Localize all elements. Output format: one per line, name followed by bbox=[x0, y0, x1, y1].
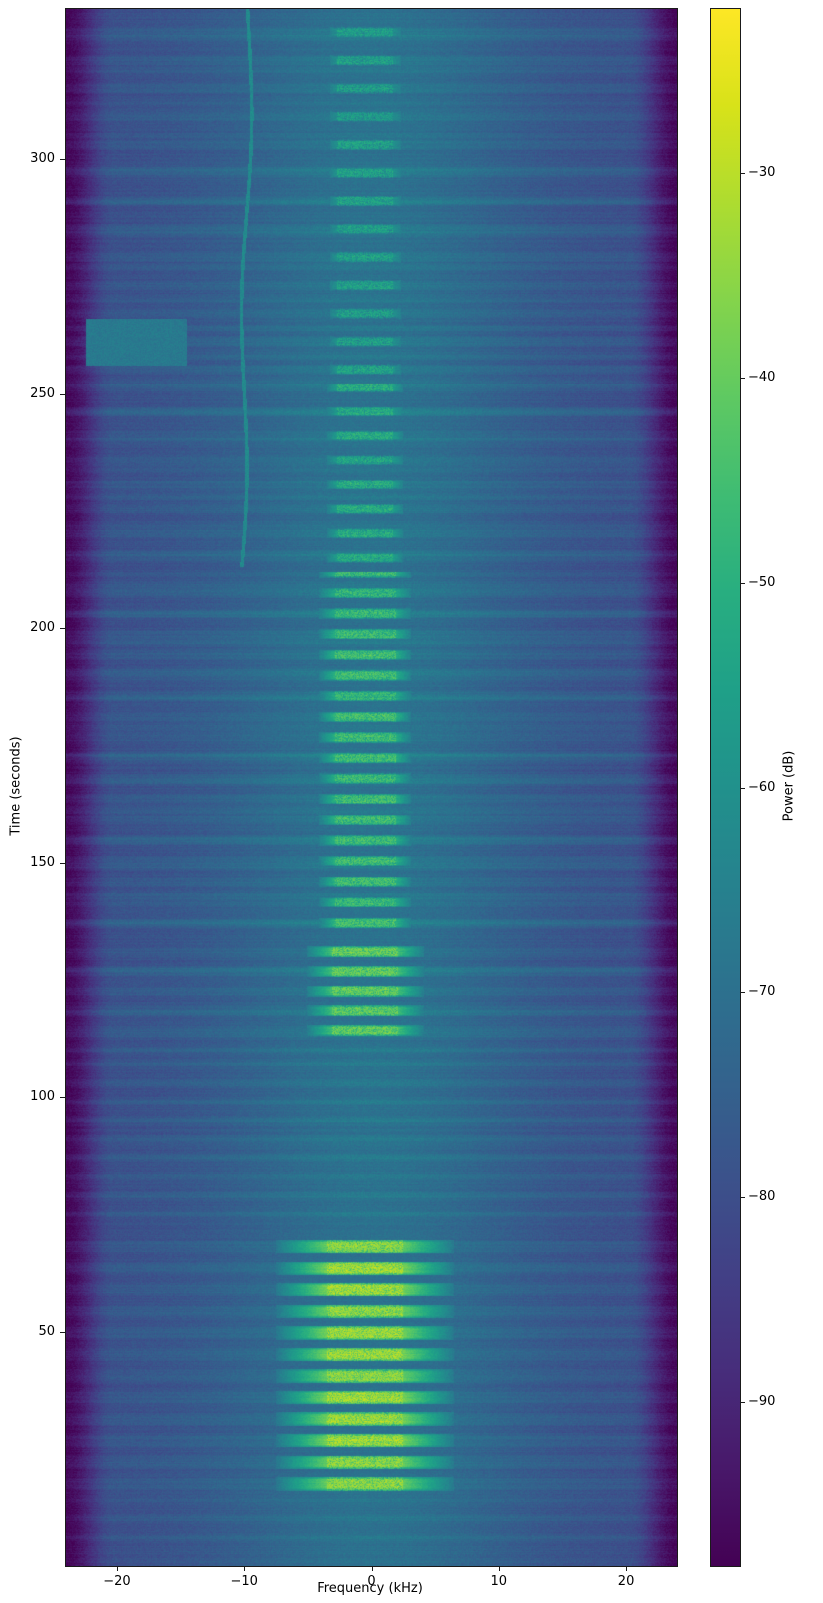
y-tick-mark bbox=[60, 1331, 65, 1333]
y-tick-mark bbox=[60, 393, 65, 395]
colorbar-tick-label: −50 bbox=[748, 574, 776, 590]
colorbar-label: Power (dB) bbox=[781, 750, 797, 822]
y-tick-label: 50 bbox=[38, 1323, 55, 1339]
spectrogram-image bbox=[66, 9, 677, 1566]
x-tick-label: 20 bbox=[617, 1574, 635, 1589]
x-tick-label: −20 bbox=[103, 1574, 131, 1589]
colorbar-gradient bbox=[711, 9, 740, 1566]
colorbar-tick-mark bbox=[741, 172, 745, 174]
x-tick-mark bbox=[244, 1567, 246, 1571]
colorbar bbox=[710, 8, 741, 1567]
colorbar-tick-mark bbox=[741, 992, 745, 994]
y-tick-mark bbox=[60, 159, 65, 161]
y-tick-mark bbox=[60, 1097, 65, 1099]
y-tick-label: 200 bbox=[30, 620, 55, 636]
colorbar-tick-mark bbox=[741, 787, 745, 789]
x-tick-mark bbox=[498, 1567, 500, 1571]
y-axis-label: Time (seconds) bbox=[8, 736, 24, 836]
y-tick-mark bbox=[60, 862, 65, 864]
colorbar-tick-label: −90 bbox=[748, 1394, 776, 1410]
colorbar-tick-label: −80 bbox=[748, 1189, 776, 1205]
y-tick-label: 150 bbox=[30, 854, 55, 870]
colorbar-tick-mark bbox=[741, 582, 745, 584]
x-tick-label: 0 bbox=[367, 1574, 376, 1589]
x-axis-label: Frequency (kHz) bbox=[317, 1581, 423, 1596]
colorbar-tick-label: −60 bbox=[748, 779, 776, 795]
x-tick-label: −10 bbox=[230, 1574, 258, 1589]
colorbar-tick-label: −40 bbox=[748, 369, 776, 385]
x-tick-label: 10 bbox=[490, 1574, 508, 1589]
x-tick-mark bbox=[626, 1567, 628, 1571]
colorbar-tick-mark bbox=[741, 377, 745, 379]
colorbar-tick-mark bbox=[741, 1402, 745, 1404]
y-tick-label: 100 bbox=[30, 1089, 55, 1105]
x-tick-mark bbox=[116, 1567, 118, 1571]
spectrogram-axes bbox=[65, 8, 678, 1567]
colorbar-tick-mark bbox=[741, 1197, 745, 1199]
colorbar-tick-label: −70 bbox=[748, 984, 776, 1000]
y-tick-mark bbox=[60, 628, 65, 630]
colorbar-tick-label: −30 bbox=[748, 164, 776, 180]
y-tick-label: 300 bbox=[30, 151, 55, 167]
x-tick-mark bbox=[371, 1567, 373, 1571]
y-tick-label: 250 bbox=[30, 385, 55, 401]
